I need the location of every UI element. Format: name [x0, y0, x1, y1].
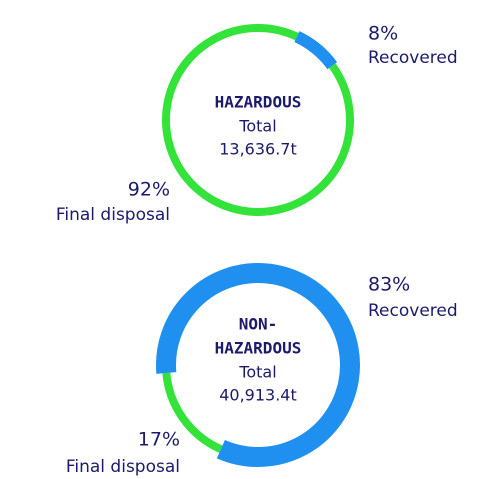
category-label: Final disposal — [56, 205, 170, 225]
center-subtitle: Total — [238, 363, 276, 382]
donut-segment — [294, 31, 338, 70]
center-total: 13,636.7t — [219, 140, 297, 159]
center-title: HAZARDOUS — [215, 339, 302, 358]
category-label: Recovered — [368, 301, 458, 321]
category-label: Recovered — [368, 48, 458, 68]
category-label: Final disposal — [66, 457, 180, 477]
value-label: 8% — [368, 23, 398, 45]
value-label: 92% — [128, 179, 170, 201]
value-label: 17% — [138, 429, 180, 451]
value-label: 83% — [368, 274, 410, 296]
donut-segment — [162, 372, 223, 453]
center-total: 40,913.4t — [219, 386, 297, 405]
center-title: NON- — [239, 315, 278, 334]
donut-segment — [162, 24, 354, 216]
center-title: HAZARDOUS — [215, 93, 302, 112]
donut-segment — [156, 263, 360, 467]
center-subtitle: Total — [238, 117, 276, 136]
